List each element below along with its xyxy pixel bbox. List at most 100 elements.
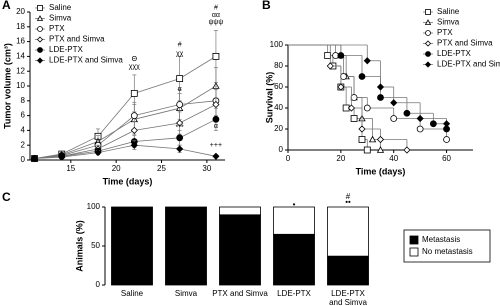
x-tick-label: 60 bbox=[442, 154, 451, 163]
legend-label: Simva bbox=[49, 14, 72, 23]
legend-marker bbox=[425, 9, 431, 15]
annotation: αα bbox=[212, 12, 220, 19]
series-line bbox=[34, 144, 217, 159]
legend-label: LDE-PTX and Simva bbox=[49, 56, 123, 65]
y-tick-label: 12 bbox=[16, 66, 25, 75]
y-tick-label: 0 bbox=[279, 145, 284, 154]
legend-label: LDE-PTX and Simva bbox=[437, 60, 500, 69]
marker bbox=[340, 73, 347, 80]
marker bbox=[176, 101, 184, 108]
marker bbox=[30, 154, 39, 163]
x-tick-label: 40 bbox=[389, 154, 398, 163]
y-tick-label: 20 bbox=[16, 7, 25, 16]
x-tick-label: Simva bbox=[174, 289, 198, 298]
y-tick-label: 100 bbox=[270, 40, 284, 49]
marker bbox=[212, 115, 220, 123]
marker bbox=[212, 100, 220, 109]
series-line bbox=[34, 100, 216, 159]
marker bbox=[350, 94, 358, 101]
y-tick-label: 0 bbox=[21, 155, 26, 164]
marker bbox=[416, 125, 424, 133]
x-tick-label: 25 bbox=[157, 164, 166, 173]
marker bbox=[176, 119, 184, 127]
marker bbox=[358, 136, 366, 143]
marker bbox=[368, 135, 377, 143]
marker bbox=[376, 135, 385, 144]
legend-marker bbox=[36, 36, 44, 43]
legend-label: Saline bbox=[49, 3, 72, 12]
legend-box bbox=[403, 229, 491, 263]
marker bbox=[130, 141, 138, 149]
legend-marker bbox=[424, 19, 432, 25]
legend-marker bbox=[36, 57, 44, 64]
marker bbox=[130, 126, 138, 134]
legend-label: LDE-PTX bbox=[49, 45, 83, 54]
y-axis-label: Animals (%) bbox=[74, 220, 84, 272]
x-tick-label: LDE-PTX and Simva bbox=[329, 289, 367, 306]
y-tick-label: 6 bbox=[21, 111, 26, 120]
series-line bbox=[34, 85, 217, 159]
bar bbox=[327, 255, 369, 286]
x-tick-label: PTX and Simva bbox=[212, 289, 268, 298]
annotation: *** bbox=[176, 124, 184, 131]
marker bbox=[176, 75, 184, 82]
marker bbox=[443, 136, 450, 143]
legend-label: Simva bbox=[437, 18, 460, 27]
series-line bbox=[34, 56, 217, 159]
marker bbox=[130, 90, 138, 97]
annotation: Θ bbox=[132, 56, 138, 63]
marker bbox=[429, 120, 437, 128]
y-axis-label: Tumor volume (cm³) bbox=[2, 43, 12, 129]
x-tick-label: 20 bbox=[336, 154, 345, 163]
y-tick-label: 4 bbox=[21, 126, 26, 135]
annotation: •• bbox=[345, 197, 351, 206]
bar bbox=[327, 206, 369, 257]
y-tick-label: 10 bbox=[16, 81, 25, 90]
marker bbox=[326, 62, 334, 70]
marker bbox=[337, 52, 345, 59]
bar bbox=[111, 206, 153, 286]
marker bbox=[358, 125, 366, 133]
y-tick-label: 14 bbox=[16, 52, 25, 61]
annotation: χχχ bbox=[129, 64, 140, 71]
marker bbox=[403, 146, 411, 154]
marker bbox=[443, 120, 451, 128]
x-axis-label: Time (days) bbox=[356, 166, 406, 176]
bar bbox=[165, 206, 207, 286]
marker bbox=[377, 94, 384, 101]
annotation: • bbox=[293, 200, 296, 209]
y-tick-label: 60 bbox=[274, 82, 283, 91]
y-tick-label: 40 bbox=[274, 103, 283, 112]
marker bbox=[376, 83, 385, 91]
legend-label: PTX bbox=[49, 24, 65, 33]
bar bbox=[273, 206, 315, 235]
marker bbox=[390, 99, 398, 107]
x-tick-label: LDE-PTX bbox=[277, 289, 311, 298]
marker bbox=[324, 52, 332, 59]
annotation: # bbox=[346, 192, 351, 201]
series-line bbox=[34, 118, 217, 159]
marker bbox=[350, 115, 358, 122]
x-tick-label: 0 bbox=[286, 154, 291, 163]
y-tick-label: 18 bbox=[16, 22, 25, 31]
legend-marker bbox=[37, 47, 43, 53]
x-axis-label: Time (days) bbox=[103, 176, 153, 186]
panel-label: C bbox=[2, 190, 11, 204]
marker bbox=[212, 53, 220, 60]
annotation: α bbox=[178, 86, 182, 93]
legend-label: LDE-PTX bbox=[437, 49, 471, 58]
annotation: α bbox=[214, 123, 218, 130]
marker bbox=[363, 146, 371, 154]
bar bbox=[273, 233, 315, 286]
bar bbox=[219, 214, 261, 286]
legend-marker bbox=[425, 51, 431, 57]
annotation: # bbox=[214, 4, 218, 11]
y-axis-label: Survival (%) bbox=[264, 72, 274, 124]
legend-label: Metastasis bbox=[422, 235, 460, 244]
marker bbox=[376, 146, 385, 153]
legend-marker bbox=[36, 15, 44, 21]
legend-label: No metastasis bbox=[422, 247, 473, 256]
legend-marker bbox=[425, 30, 431, 36]
annotation: +++ bbox=[210, 142, 222, 149]
